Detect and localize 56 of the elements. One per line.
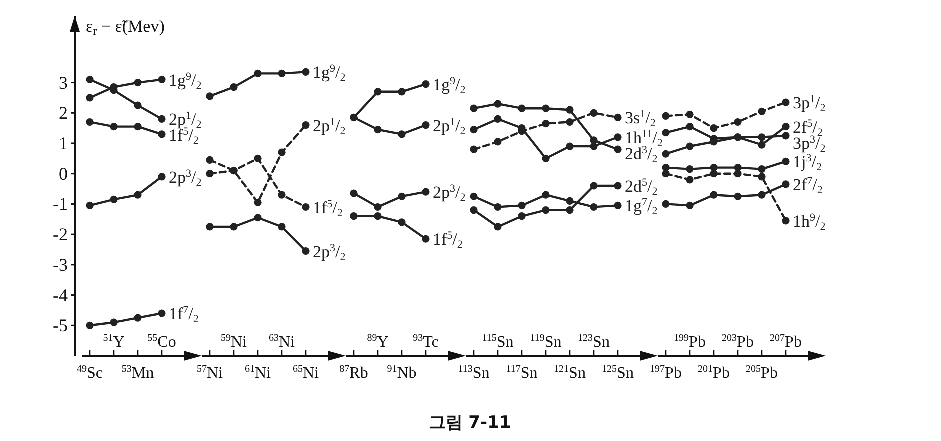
x-tick-label: $^{113}$Sn	[458, 364, 490, 382]
x-tick-label: $^{123}$Sn	[578, 333, 610, 351]
x-tick-label: $^{61}$Ni	[245, 364, 272, 382]
x-tick-label: $^{121}$Sn	[554, 364, 586, 382]
y-tick-label: -4	[53, 285, 68, 306]
y-tick-label: 0	[59, 164, 68, 184]
series-label: 2f$^{7}$/$_{2}$	[793, 175, 823, 196]
y-axis-title: ε$_{r}$ − ε̃(Mev)	[86, 17, 165, 38]
x-tick-label: $^{53}$Mn	[122, 364, 154, 382]
series-label: 1f$^{5}$/$_{2}$	[313, 198, 343, 220]
x-tick-label: $^{203}$Pb	[722, 333, 754, 351]
x-tick-label: $^{87}$Rb	[340, 364, 368, 382]
x-tick-label: $^{49}$Sc	[77, 364, 103, 382]
caption: 그림 7-11	[428, 413, 512, 433]
series-label: 3s$^{1}$/$_{2}$	[625, 108, 656, 130]
x-tick-label: $^{205}$Pb	[746, 364, 778, 382]
series-label: 1g$^{9}$/$_{2}$	[313, 63, 346, 84]
series-label: 2p$^{3}$/$_{2}$	[313, 242, 346, 264]
y-tick-label: 3	[59, 72, 68, 93]
x-tick-label: $^{119}$Sn	[530, 333, 562, 351]
series-label: 2p$^{1}$/$_{2}$	[313, 116, 346, 138]
x-tick-label: $^{201}$Pb	[698, 364, 730, 382]
x-tick-label: $^{51}$Y	[103, 333, 126, 351]
x-tick-label: $^{199}$Pb	[674, 333, 706, 351]
series-label: 1f$^{7}$/$_{2}$	[169, 304, 199, 326]
y-tick-label: 1	[59, 134, 68, 154]
x-tick-label: $^{125}$Sn	[602, 364, 634, 382]
series-label: 2p$^{3}$/$_{2}$	[169, 168, 202, 189]
x-tick-label: $^{59}$Ni	[221, 333, 248, 351]
y-tick-label: -2	[53, 224, 68, 245]
x-tick-label: $^{117}$Sn	[506, 364, 538, 382]
x-tick-label: $^{115}$Sn	[482, 333, 514, 351]
series-label: 1f$^{5}$/$_{2}$	[433, 230, 463, 252]
series-label: 1g$^{7}$/$_{2}$	[625, 196, 658, 218]
series-label: 2d$^{3}$/$_{2}$	[625, 144, 658, 166]
series-label: 1g$^{9}$/$_{2}$	[169, 70, 202, 92]
x-tick-label: $^{65}$Ni	[293, 364, 320, 382]
x-tick-label: $^{63}$Ni	[269, 333, 296, 351]
series-label: 3p$^{1}$/$_{2}$	[793, 94, 826, 115]
x-tick-label: $^{89}$Y	[367, 333, 390, 351]
series-label: 1g$^{9}$/$_{2}$	[433, 75, 466, 96]
series-label: 1h$^{9}$/$_{2}$	[793, 212, 826, 233]
series-label: 2p$^{3}$/$_{2}$	[433, 183, 466, 204]
y-tick-label: -5	[53, 316, 68, 336]
x-tick-label: $^{55}$Co	[148, 333, 176, 351]
series-label: 2p$^{1}$/$_{2}$	[433, 116, 466, 138]
x-tick-label: $^{57}$Ni	[197, 364, 224, 382]
series-label: 2d$^{5}$/$_{2}$	[625, 177, 658, 198]
x-tick-label: $^{93}$Tc	[413, 333, 439, 351]
y-tick-label: 2	[59, 103, 68, 124]
series-label: 1j$^{3}$/$_{2}$	[793, 152, 822, 174]
y-tick-label: -1	[53, 194, 68, 214]
x-tick-label: $^{91}$Nb	[387, 364, 417, 382]
x-tick-label: $^{197}$Pb	[650, 364, 682, 382]
y-tick-label: -3	[53, 254, 68, 275]
x-tick-label: $^{207}$Pb	[770, 333, 802, 351]
